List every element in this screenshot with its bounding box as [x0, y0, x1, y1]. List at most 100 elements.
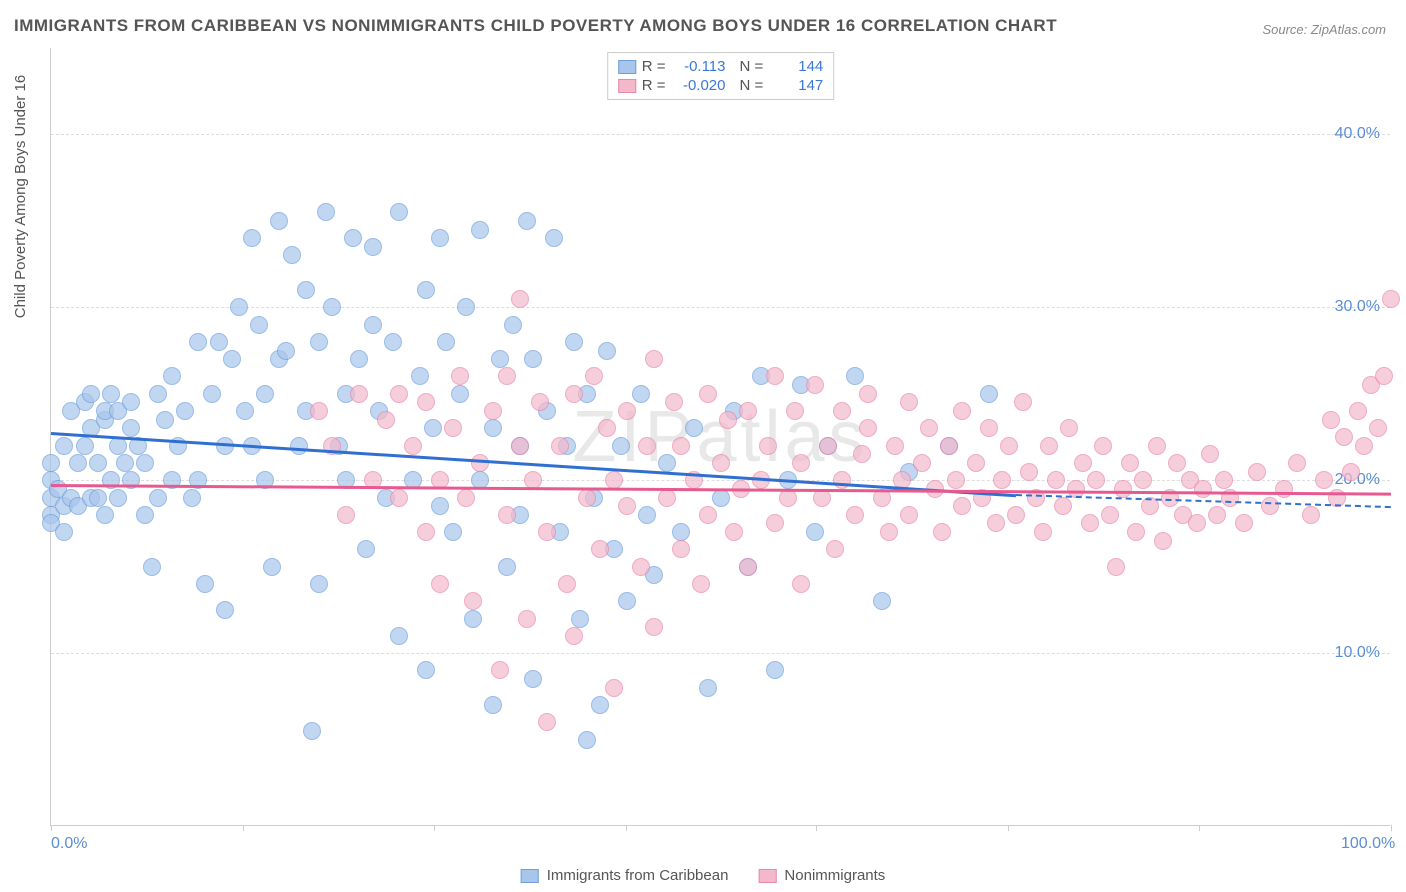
- scatter-point: [277, 342, 295, 360]
- scatter-point: [658, 454, 676, 472]
- scatter-point: [1074, 454, 1092, 472]
- scatter-point: [766, 661, 784, 679]
- scatter-point: [538, 713, 556, 731]
- scatter-point: [538, 523, 556, 541]
- scatter-point: [578, 489, 596, 507]
- scatter-point: [993, 471, 1011, 489]
- scatter-point: [1302, 506, 1320, 524]
- scatter-point: [1349, 402, 1367, 420]
- scatter-point: [551, 437, 569, 455]
- scatter-point: [350, 350, 368, 368]
- scatter-point: [82, 385, 100, 403]
- scatter-point: [69, 454, 87, 472]
- scatter-point: [786, 402, 804, 420]
- scatter-point: [243, 229, 261, 247]
- scatter-point: [1168, 454, 1186, 472]
- scatter-point: [1369, 419, 1387, 437]
- legend-swatch: [521, 869, 539, 883]
- scatter-point: [297, 281, 315, 299]
- scatter-point: [149, 489, 167, 507]
- scatter-point: [250, 316, 268, 334]
- scatter-point: [618, 592, 636, 610]
- scatter-point: [1034, 523, 1052, 541]
- scatter-point: [303, 722, 321, 740]
- scatter-point: [337, 506, 355, 524]
- scatter-point: [953, 402, 971, 420]
- x-tick-label: 100.0%: [1341, 835, 1395, 853]
- scatter-point: [417, 523, 435, 541]
- legend-series-label: Immigrants from Caribbean: [547, 867, 729, 884]
- scatter-point: [524, 350, 542, 368]
- scatter-point: [223, 350, 241, 368]
- gridline: [51, 307, 1390, 308]
- scatter-point: [451, 385, 469, 403]
- scatter-point: [1335, 428, 1353, 446]
- scatter-point: [1101, 506, 1119, 524]
- scatter-point: [310, 402, 328, 420]
- scatter-point: [149, 385, 167, 403]
- scatter-point: [880, 523, 898, 541]
- scatter-point: [645, 618, 663, 636]
- scatter-point: [699, 679, 717, 697]
- scatter-point: [55, 437, 73, 455]
- scatter-point: [431, 229, 449, 247]
- legend-swatch: [618, 79, 636, 93]
- scatter-point: [826, 540, 844, 558]
- scatter-point: [565, 385, 583, 403]
- scatter-point: [136, 506, 154, 524]
- scatter-point: [545, 229, 563, 247]
- scatter-point: [1014, 393, 1032, 411]
- scatter-point: [203, 385, 221, 403]
- x-tick-mark: [434, 825, 435, 831]
- scatter-point: [558, 575, 576, 593]
- scatter-point: [471, 221, 489, 239]
- scatter-point: [1288, 454, 1306, 472]
- legend-swatch: [618, 60, 636, 74]
- scatter-point: [350, 385, 368, 403]
- x-tick-mark: [51, 825, 52, 831]
- scatter-point: [464, 592, 482, 610]
- scatter-point: [658, 489, 676, 507]
- scatter-point: [739, 558, 757, 576]
- scatter-point: [591, 540, 609, 558]
- scatter-point: [524, 670, 542, 688]
- scatter-point: [176, 402, 194, 420]
- scatter-point: [484, 696, 502, 714]
- scatter-point: [833, 402, 851, 420]
- chart-title: IMMIGRANTS FROM CARIBBEAN VS NONIMMIGRAN…: [14, 16, 1057, 36]
- scatter-point: [739, 402, 757, 420]
- scatter-point: [1000, 437, 1018, 455]
- scatter-point: [270, 212, 288, 230]
- scatter-point: [846, 367, 864, 385]
- legend-swatch: [758, 869, 776, 883]
- scatter-point: [1188, 514, 1206, 532]
- scatter-point: [699, 506, 717, 524]
- scatter-point: [89, 454, 107, 472]
- scatter-point: [638, 437, 656, 455]
- scatter-point: [216, 601, 234, 619]
- legend-n-value: 144: [773, 58, 823, 75]
- scatter-point: [806, 376, 824, 394]
- scatter-point: [987, 514, 1005, 532]
- scatter-point: [967, 454, 985, 472]
- scatter-point: [1040, 437, 1058, 455]
- scatter-point: [886, 437, 904, 455]
- scatter-point: [109, 489, 127, 507]
- scatter-point: [1154, 532, 1172, 550]
- y-tick-label: 30.0%: [1335, 298, 1380, 316]
- scatter-point: [1094, 437, 1112, 455]
- scatter-point: [859, 419, 877, 437]
- scatter-point: [1194, 480, 1212, 498]
- scatter-point: [317, 203, 335, 221]
- legend-n-label: N =: [740, 77, 764, 94]
- scatter-point: [685, 419, 703, 437]
- scatter-point: [605, 471, 623, 489]
- scatter-point: [719, 411, 737, 429]
- scatter-point: [183, 489, 201, 507]
- scatter-point: [672, 523, 690, 541]
- scatter-point: [263, 558, 281, 576]
- scatter-point: [457, 489, 475, 507]
- legend-n-value: 147: [773, 77, 823, 94]
- scatter-point: [196, 575, 214, 593]
- y-tick-label: 40.0%: [1335, 125, 1380, 143]
